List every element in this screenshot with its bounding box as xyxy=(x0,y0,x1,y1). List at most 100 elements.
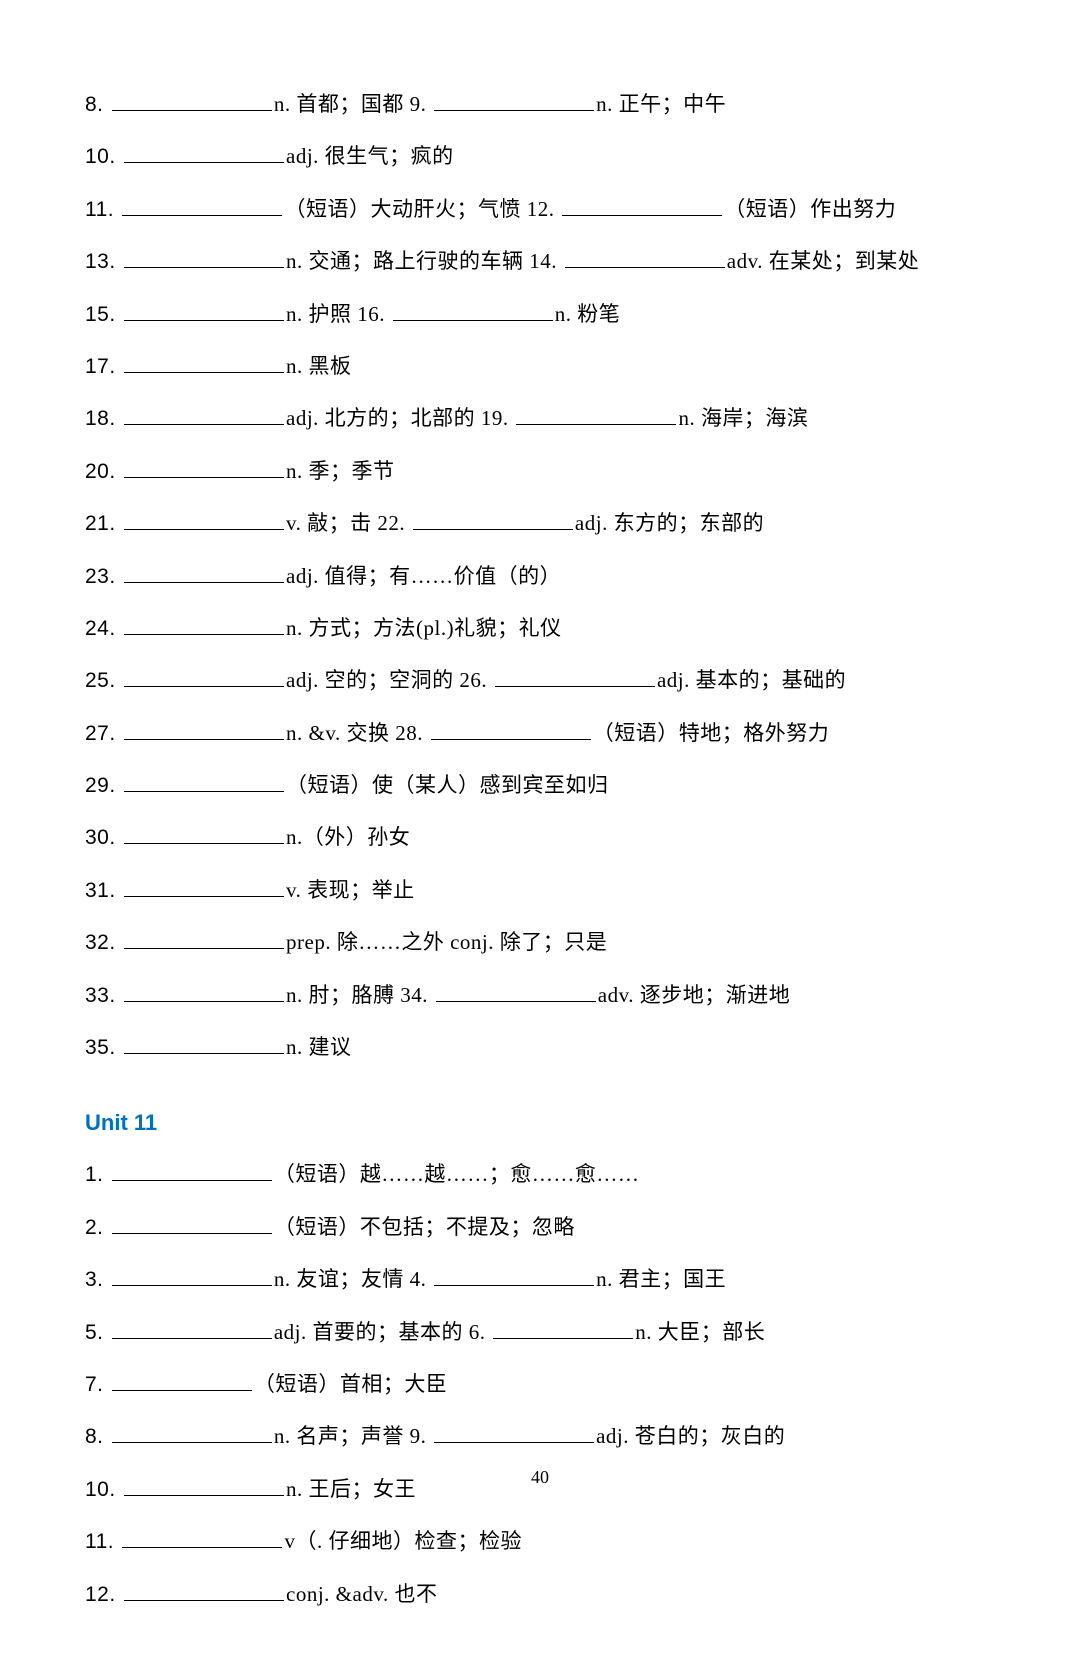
item-text: （短语）不包括；不提及；忽略 xyxy=(274,1215,575,1239)
item-number: 1. xyxy=(85,1163,110,1186)
fill-blank xyxy=(124,1581,284,1601)
item-text: adj. 苍白的；灰白的 xyxy=(596,1424,785,1448)
vocab-line: 21. v. 敲；击 22. adj. 东方的；东部的 xyxy=(85,509,995,538)
vocab-line: 24. n. 方式；方法(pl.)礼貌；礼仪 xyxy=(85,614,995,643)
unit10-section: 8. n. 首都；国都 9. n. 正午；中午 10. adj. 很生气；疯的 11… xyxy=(85,90,995,1062)
vocab-line: 2. （短语）不包括；不提及；忽略 xyxy=(85,1213,995,1242)
item-number: 24. xyxy=(85,617,122,640)
item-number: 23. xyxy=(85,565,122,588)
item-text: n. &v. 交换 28. xyxy=(286,721,429,745)
vocab-line: 13. n. 交通；路上行驶的车辆 14. adv. 在某处；到某处 xyxy=(85,247,995,276)
item-text: （短语）使（某人）感到宾至如归 xyxy=(286,773,609,797)
item-number: 8. xyxy=(85,1425,110,1448)
item-text: conj. &adv. 也不 xyxy=(286,1582,437,1606)
fill-blank xyxy=(124,772,284,792)
fill-blank xyxy=(393,301,553,321)
fill-blank xyxy=(434,1266,594,1286)
vocab-line: 17. n. 黑板 xyxy=(85,352,995,381)
fill-blank xyxy=(112,1266,272,1286)
item-text: n. 海岸；海滨 xyxy=(678,406,808,430)
unit11-section: 1. （短语）越……越……；愈……愈……2. （短语）不包括；不提及；忽略3. … xyxy=(85,1160,995,1609)
item-text: adj. 值得；有……价值（的） xyxy=(286,564,561,588)
item-text: n. 建议 xyxy=(286,1035,352,1059)
item-number: 35. xyxy=(85,1036,122,1059)
fill-blank xyxy=(124,720,284,740)
fill-blank xyxy=(516,405,676,425)
item-text: n. 护照 16. xyxy=(286,302,391,326)
item-text: adj. 很生气；疯的 xyxy=(286,144,454,168)
item-number: 7. xyxy=(85,1373,110,1396)
item-number: 31. xyxy=(85,879,122,902)
item-text: n. 正午；中午 xyxy=(596,92,726,116)
item-text: adv. 逐步地；渐进地 xyxy=(598,983,790,1007)
fill-blank xyxy=(124,353,284,373)
fill-blank xyxy=(493,1319,633,1339)
vocab-line: 25. adj. 空的；空洞的 26. adj. 基本的；基础的 xyxy=(85,666,995,695)
item-text: v. 敲；击 22. xyxy=(286,511,411,535)
fill-blank xyxy=(124,824,284,844)
fill-blank xyxy=(124,510,284,530)
fill-blank xyxy=(112,1371,252,1391)
vocab-line: 35. n. 建议 xyxy=(85,1033,995,1062)
item-number: 33. xyxy=(85,984,122,1007)
item-number: 27. xyxy=(85,722,122,745)
fill-blank xyxy=(434,91,594,111)
item-text: （短语）大动肝火；气愤 12. xyxy=(284,197,560,221)
item-number: 20. xyxy=(85,460,122,483)
item-number: 21. xyxy=(85,512,122,535)
item-number: 11. xyxy=(85,198,120,221)
fill-blank xyxy=(124,563,284,583)
fill-blank xyxy=(112,1161,272,1181)
fill-blank xyxy=(124,982,284,1002)
item-text: n. 粉笔 xyxy=(555,302,621,326)
item-text: v（. 仔细地）检查；检验 xyxy=(284,1529,522,1553)
item-number: 5. xyxy=(85,1321,110,1344)
item-number: 32. xyxy=(85,931,122,954)
vocab-line: 5. adj. 首要的；基本的 6. n. 大臣；部长 xyxy=(85,1318,995,1347)
item-number: 29. xyxy=(85,774,122,797)
vocab-line: 32. prep. 除……之外 conj. 除了；只是 xyxy=(85,928,995,957)
item-number: 17. xyxy=(85,355,122,378)
item-text: n. 友谊；友情 4. xyxy=(274,1267,432,1291)
vocab-line: 10. adj. 很生气；疯的 xyxy=(85,142,995,171)
item-text: n. 肘；胳膊 34. xyxy=(286,983,434,1007)
fill-blank xyxy=(436,982,596,1002)
item-number: 30. xyxy=(85,826,122,849)
item-text: adv. 在某处；到某处 xyxy=(727,249,919,273)
fill-blank xyxy=(112,1214,272,1234)
item-text: n. 大臣；部长 xyxy=(635,1320,765,1344)
item-text: adj. 东方的；东部的 xyxy=(575,511,764,535)
fill-blank xyxy=(124,667,284,687)
fill-blank xyxy=(124,143,284,163)
item-number: 10. xyxy=(85,145,122,168)
fill-blank xyxy=(124,929,284,949)
item-number: 25. xyxy=(85,669,122,692)
item-text: n. 名声；声誉 9. xyxy=(274,1424,432,1448)
fill-blank xyxy=(124,405,284,425)
fill-blank xyxy=(124,1034,284,1054)
fill-blank xyxy=(124,877,284,897)
vocab-line: 31. v. 表现；举止 xyxy=(85,876,995,905)
item-number: 8. xyxy=(85,93,110,116)
item-number: 11. xyxy=(85,1530,120,1553)
item-text: （短语）首相；大臣 xyxy=(254,1372,448,1396)
vocab-line: 8. n. 首都；国都 9. n. 正午；中午 xyxy=(85,90,995,119)
vocab-line: 7. （短语）首相；大臣 xyxy=(85,1370,995,1399)
vocab-line: 29. （短语）使（某人）感到宾至如归 xyxy=(85,771,995,800)
fill-blank xyxy=(565,248,725,268)
item-text: n. 首都；国都 9. xyxy=(274,92,432,116)
item-text: n. 黑板 xyxy=(286,354,352,378)
fill-blank xyxy=(124,615,284,635)
fill-blank xyxy=(124,458,284,478)
item-text: n. 季；季节 xyxy=(286,459,395,483)
item-number: 2. xyxy=(85,1216,110,1239)
unit11-title: Unit 11 xyxy=(85,1110,995,1136)
item-text: adj. 北方的；北部的 19. xyxy=(286,406,514,430)
fill-blank xyxy=(124,1476,284,1496)
item-text: adj. 基本的；基础的 xyxy=(657,668,846,692)
item-text: n.（外）孙女 xyxy=(286,825,410,849)
item-number: 12. xyxy=(85,1583,122,1606)
item-text: n. 君主；国王 xyxy=(596,1267,726,1291)
item-number: 13. xyxy=(85,250,122,273)
fill-blank xyxy=(495,667,655,687)
